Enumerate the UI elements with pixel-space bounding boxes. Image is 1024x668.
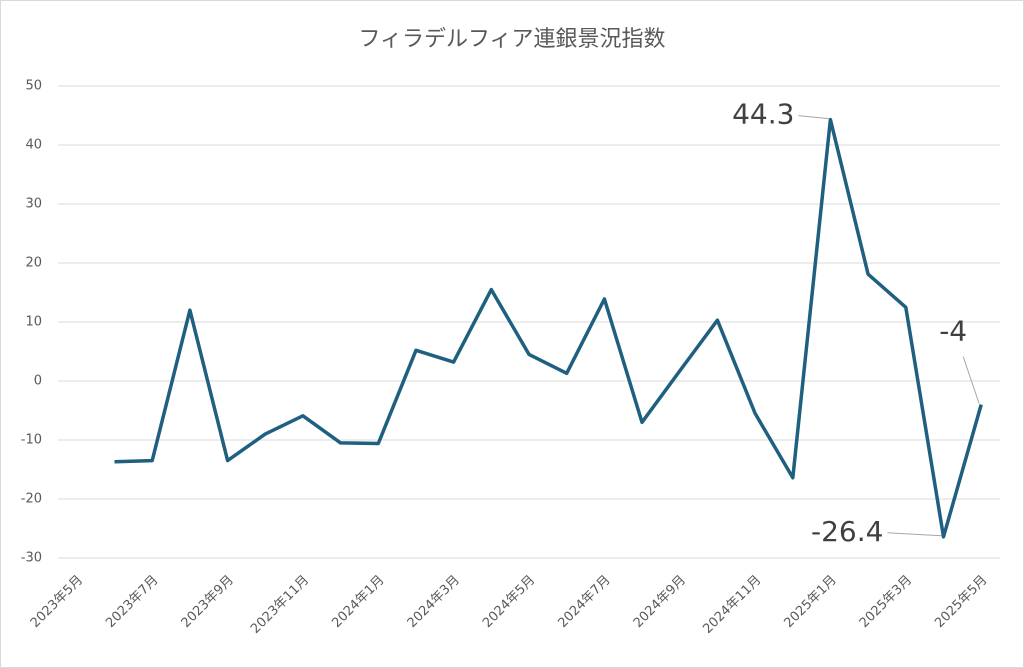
- data-line: [114, 117, 983, 539]
- data-label: -26.4: [811, 515, 883, 548]
- y-tick-label: -30: [21, 551, 42, 566]
- chart-title: フィラデルフィア連銀景況指数: [358, 27, 665, 52]
- data-label: 44.3: [732, 98, 794, 131]
- y-tick-label: 30: [25, 197, 42, 212]
- y-tick-label: 10: [25, 315, 42, 330]
- y-tick-label: -10: [21, 433, 42, 448]
- data-label: -4: [939, 315, 967, 348]
- y-tick-label: 50: [25, 79, 42, 94]
- y-tick-label: 40: [25, 138, 42, 153]
- leader-line: [887, 532, 942, 537]
- leader-line: [798, 115, 829, 120]
- y-tick-label: -20: [21, 492, 42, 507]
- leader-line: [962, 356, 980, 404]
- y-tick-label: 20: [25, 256, 42, 271]
- y-tick-label: 0: [34, 374, 42, 389]
